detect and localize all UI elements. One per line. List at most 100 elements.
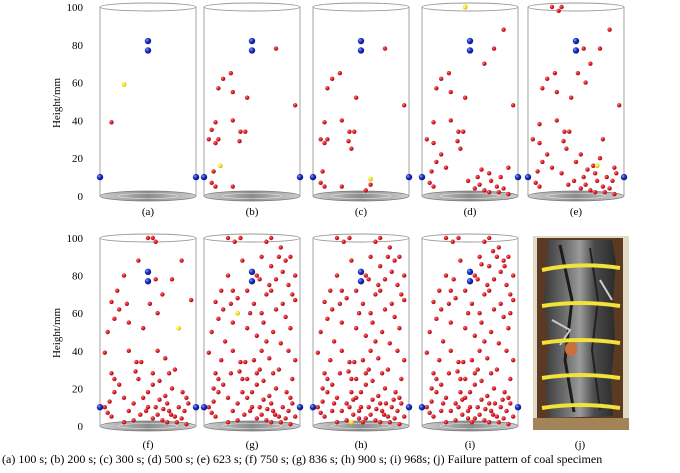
- ae-sensor-point: [466, 37, 474, 45]
- ae-event-point: [334, 273, 340, 278]
- ae-event-point: [506, 421, 511, 427]
- ae-event-point: [261, 320, 266, 325]
- ae-event-point: [126, 408, 131, 414]
- ae-event-point: [389, 269, 394, 275]
- ae-event-point: [165, 401, 170, 406]
- ae-event-point: [206, 350, 211, 355]
- ae-event-point: [330, 382, 335, 387]
- ae-event-point: [363, 416, 368, 421]
- ae-event-point: [569, 95, 574, 100]
- ae-event-point: [506, 395, 511, 400]
- ae-sensor-point: [357, 278, 365, 285]
- ae-event-point: [352, 129, 357, 134]
- ae-event-point: [339, 408, 344, 414]
- ae-event-point: [597, 46, 603, 51]
- ae-event-point: [482, 239, 487, 244]
- ae-event-point: [393, 389, 398, 395]
- ae-event-point: [500, 397, 505, 402]
- ae-event-point: [488, 408, 494, 414]
- ae-event-point: [269, 401, 274, 406]
- ae-event-point: [242, 412, 247, 417]
- ae-event-point: [228, 301, 234, 306]
- cylinder-panel: (d): [418, 2, 522, 218]
- ae-event-point: [453, 401, 458, 406]
- ae-event-point: [328, 358, 333, 363]
- cylinder-base: [203, 420, 301, 432]
- ae-event-point: [429, 169, 434, 174]
- ae-event-point: [475, 367, 480, 372]
- ae-event-point: [556, 8, 561, 13]
- ae-sensor-point: [248, 278, 256, 285]
- ae-event-point: [209, 127, 214, 133]
- ae-event-point: [265, 406, 270, 412]
- ae-sensor-point: [144, 47, 152, 54]
- ae-event-point: [482, 339, 487, 344]
- ae-event-point: [501, 416, 506, 421]
- ae-event-point: [358, 405, 364, 410]
- ae-event-point: [153, 277, 158, 282]
- ae-event-point: [537, 184, 542, 189]
- ae-event-point: [460, 412, 465, 417]
- ae-event-point: [487, 190, 492, 195]
- ae-event-point: [446, 70, 452, 76]
- ae-event-point: [465, 408, 471, 414]
- ae-event-point: [102, 350, 108, 355]
- ae-event-point: [581, 46, 586, 51]
- ae-event-point: [488, 371, 494, 376]
- ae-event-point: [131, 418, 136, 423]
- ae-event-point: [482, 292, 487, 297]
- y-tick-label: 0: [78, 421, 84, 433]
- ae-event-point: [264, 418, 269, 423]
- ae-event-point: [395, 348, 400, 353]
- ae-event-point: [465, 178, 471, 184]
- ae-event-point: [399, 401, 404, 406]
- ae-event-point: [121, 273, 127, 278]
- ae-event-point: [381, 412, 387, 417]
- ae-event-point: [469, 301, 475, 306]
- cylinder-base-ring: [439, 423, 501, 429]
- ae-event-point: [283, 416, 288, 421]
- ae-event-point: [356, 408, 362, 414]
- cylinder-top: [203, 2, 301, 12]
- ae-event-point: [286, 408, 291, 414]
- ae-event-point: [472, 382, 477, 387]
- ae-event-point: [511, 103, 516, 108]
- ae-event-point: [230, 288, 235, 293]
- ae-event-point: [443, 235, 449, 241]
- ae-event-point: [552, 70, 558, 76]
- ae-event-point: [143, 408, 149, 414]
- ae-event-point: [112, 376, 117, 382]
- ae-event-point: [545, 152, 550, 157]
- ae-event-point: [487, 288, 492, 293]
- ae-event-point: [612, 165, 617, 170]
- ae-event-point: [399, 292, 404, 297]
- ae-event-point: [610, 178, 615, 184]
- ae-event-point: [399, 376, 404, 382]
- ae-event-point: [475, 174, 480, 180]
- ae-event-point: [383, 401, 389, 406]
- ae-event-point: [583, 182, 588, 187]
- ae-event-point: [496, 341, 501, 346]
- y-tick-label: 80: [72, 271, 84, 283]
- ae-event-point: [356, 416, 362, 421]
- ae-event-point: [373, 418, 378, 423]
- ae-event-point: [179, 416, 184, 421]
- ae-event-point: [136, 258, 141, 263]
- cylinder-panel: (h): [309, 233, 413, 451]
- ae-event-point: [460, 397, 465, 402]
- ae-event-point: [166, 371, 172, 376]
- ae-event-point: [225, 235, 231, 241]
- ae-event-point: [385, 414, 391, 419]
- ae-event-point: [141, 395, 146, 400]
- ae-event-point: [600, 137, 606, 142]
- ae-event-point: [387, 341, 392, 346]
- y-tick-label: 100: [67, 233, 84, 245]
- ae-event-point: [354, 326, 359, 331]
- ae-event-point: [463, 326, 468, 331]
- ae-event-point: [593, 171, 598, 176]
- ae-event-point: [491, 307, 497, 312]
- ae-event-point: [439, 76, 444, 82]
- ae-event-point: [322, 120, 327, 125]
- ae-event-point: [498, 174, 503, 180]
- ae-event-point: [363, 382, 368, 387]
